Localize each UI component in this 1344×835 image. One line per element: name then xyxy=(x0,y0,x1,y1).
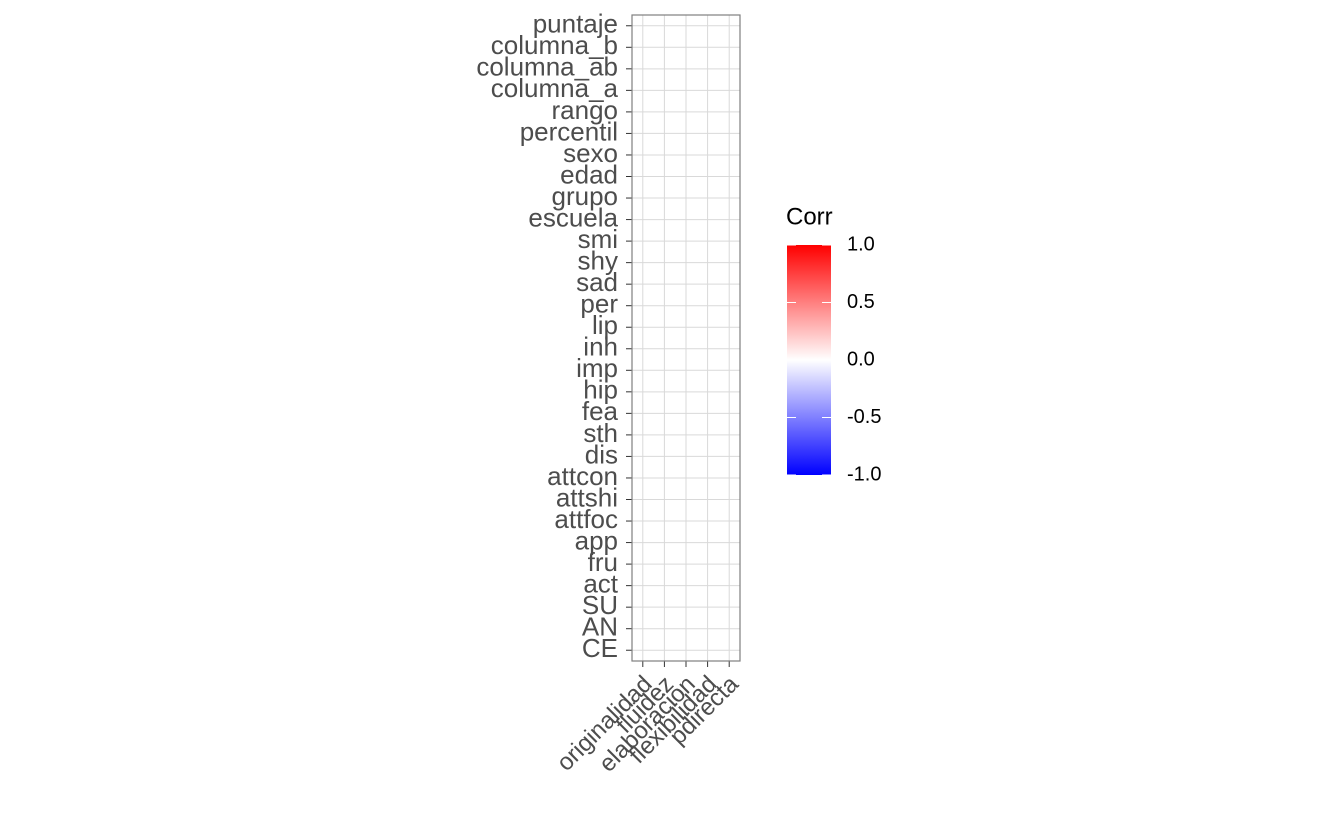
legend-title: Corr xyxy=(786,203,833,230)
legend-tick-label: 0.0 xyxy=(847,348,875,370)
y-tick-label: fru xyxy=(588,547,618,577)
y-tick-label: rango xyxy=(552,95,619,125)
y-tick-label: SU xyxy=(582,590,618,620)
y-tick-label: sexo xyxy=(563,138,618,168)
y-tick-label: escuela xyxy=(528,202,618,232)
y-tick-label: smi xyxy=(578,224,618,254)
y-tick-label: lip xyxy=(592,310,618,340)
y-tick-label: columna_b xyxy=(491,30,618,60)
y-tick-label: edad xyxy=(560,159,618,189)
y-tick-label: columna_a xyxy=(491,73,619,103)
y-tick-label: attcon xyxy=(547,461,618,491)
y-tick-label: AN xyxy=(582,612,618,642)
y-tick-label: inh xyxy=(583,332,618,362)
y-tick-label: sad xyxy=(576,267,618,297)
y-tick-label: fea xyxy=(582,396,619,426)
y-tick-label: imp xyxy=(576,353,618,383)
y-tick-label: attfoc xyxy=(554,504,618,534)
legend-tick-label: 0.5 xyxy=(847,291,875,313)
legend-tick-label: -0.5 xyxy=(847,406,881,428)
y-tick-label: columna_ab xyxy=(476,52,618,82)
y-tick-label: grupo xyxy=(552,181,619,211)
panel-border xyxy=(631,14,741,662)
y-tick-label: app xyxy=(575,525,618,555)
legend-tick-label: 1.0 xyxy=(847,233,875,255)
y-tick-label: percentil xyxy=(520,116,618,146)
y-tick-label: act xyxy=(583,569,618,599)
y-tick-label: hip xyxy=(583,375,618,405)
y-tick-label: attshi xyxy=(556,482,618,512)
y-tick-label: shy xyxy=(578,246,618,276)
y-tick-label: CE xyxy=(582,633,618,663)
legend-tick-label: -1.0 xyxy=(847,463,881,485)
y-tick-label: dis xyxy=(585,439,618,469)
y-tick-label: sth xyxy=(583,418,618,448)
y-tick-label: puntaje xyxy=(533,9,618,39)
y-tick-label: per xyxy=(580,289,618,319)
